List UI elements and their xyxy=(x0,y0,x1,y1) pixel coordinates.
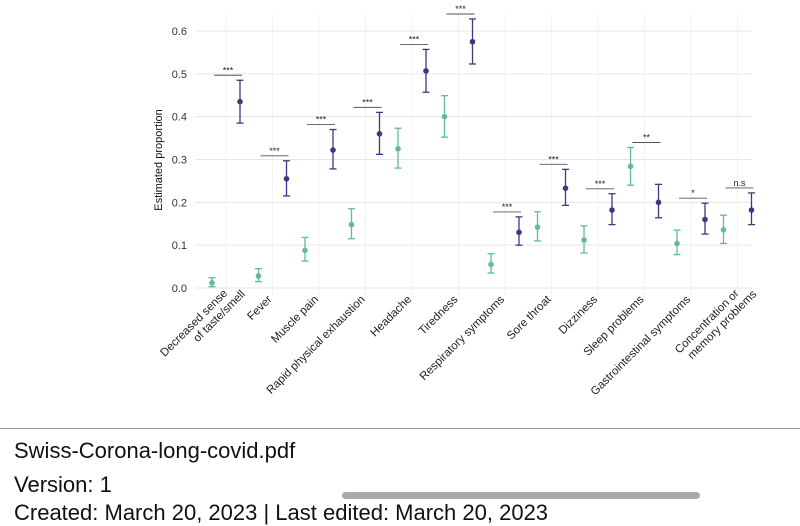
significance-label: *** xyxy=(502,202,513,212)
x-tick-label: Muscle pain xyxy=(269,294,321,346)
data-point xyxy=(748,207,755,213)
estimated-proportion-chart: 0.0 0.1 0.2 0.3 0.4 0.5 0.6 Estimated proportio… xyxy=(153,4,759,398)
significance-label: ** xyxy=(643,133,651,143)
horizontal-scrollbar[interactable] xyxy=(342,492,700,499)
divider xyxy=(0,428,800,429)
data-point xyxy=(655,199,662,206)
data-point xyxy=(488,261,494,268)
significance-label: *** xyxy=(316,115,327,125)
document-version: Version: 1 xyxy=(14,472,112,497)
x-tick-label: Headache xyxy=(369,294,415,340)
significance-label: *** xyxy=(223,65,234,75)
data-point xyxy=(423,68,429,74)
y-tick-label: 0.4 xyxy=(172,112,187,124)
x-tick-label: Sore throat xyxy=(505,293,554,342)
y-tick-label: 0.3 xyxy=(172,155,187,167)
data-point xyxy=(283,175,290,182)
y-tick-label: 0.0 xyxy=(172,283,187,295)
data-point xyxy=(209,280,215,286)
significance-label: *** xyxy=(362,97,373,107)
data-point xyxy=(516,229,522,236)
data-point xyxy=(330,147,336,153)
x-tick-label: Fever xyxy=(245,294,274,323)
document-filename: Swiss-Corona-long-covid.pdf xyxy=(14,438,296,463)
significance-label: *** xyxy=(269,146,280,156)
data-point xyxy=(376,131,383,137)
x-tick-label: Rapid physical exhaustion xyxy=(265,294,368,397)
x-tick-label: Dizziness xyxy=(557,293,600,336)
significance-label: *** xyxy=(595,179,606,189)
x-tick-label: Concentration ormemory problems xyxy=(673,279,759,365)
data-point xyxy=(581,237,587,243)
data-point xyxy=(562,185,569,191)
data-point xyxy=(348,221,355,228)
significance-label: *** xyxy=(548,154,559,164)
x-tick-label: Respiratory symptoms xyxy=(418,293,508,383)
data-point xyxy=(609,207,615,213)
data-point xyxy=(702,216,708,223)
data-point xyxy=(395,145,401,152)
data-point xyxy=(720,226,727,233)
y-tick-label: 0.2 xyxy=(172,197,187,209)
data-point xyxy=(469,38,476,45)
data-point xyxy=(534,224,541,230)
document-date: Created: March 20, 2023 | Last edited: M… xyxy=(14,500,549,525)
y-tick-label: 0.1 xyxy=(172,240,187,252)
data-point xyxy=(674,240,680,247)
y-axis-label: Estimated proportion xyxy=(153,109,165,211)
y-tick-label: 0.5 xyxy=(172,69,187,81)
significance-label: n.s xyxy=(733,178,746,188)
significance-label: *** xyxy=(409,34,420,44)
x-tick-label: Tiredness xyxy=(417,293,461,337)
significance-label: * xyxy=(691,188,695,198)
data-point xyxy=(255,273,262,279)
data-point xyxy=(237,98,243,105)
significance-label: *** xyxy=(455,4,466,14)
y-tick-label: 0.6 xyxy=(172,26,187,38)
data-point xyxy=(302,247,308,254)
chart-area: 0.0 0.1 0.2 0.3 0.4 0.5 0.6 Estimated proportio… xyxy=(153,4,760,398)
data-point xyxy=(441,113,448,120)
data-point xyxy=(627,163,634,170)
